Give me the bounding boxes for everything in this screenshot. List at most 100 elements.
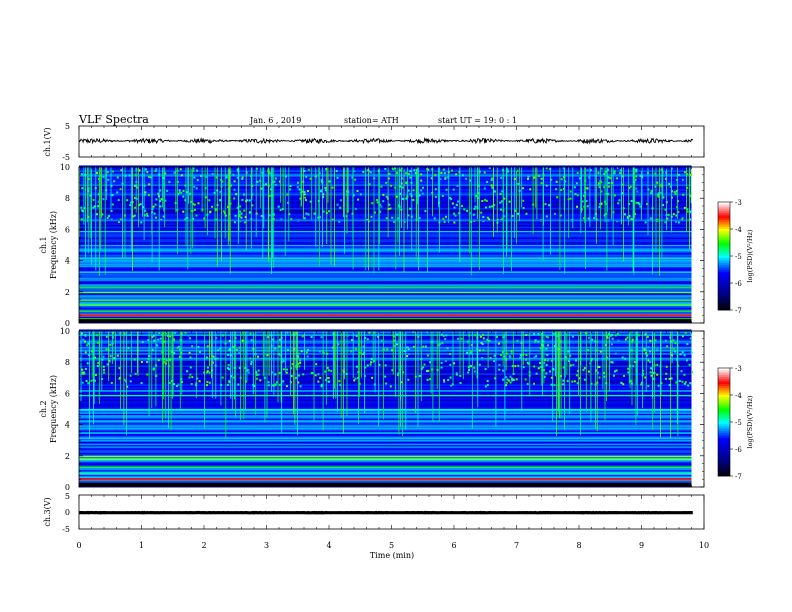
ch2-spec-speckle: [256, 377, 259, 380]
ch1-spec-speckle: [286, 193, 289, 196]
ch1-spec-speckle: [689, 218, 691, 221]
ch2-spec-speckle: [290, 367, 293, 370]
ch1-spec-speckle: [607, 176, 610, 179]
ch1-spec-speckle: [328, 210, 331, 213]
ch1-spec-speckle: [182, 190, 185, 192]
ch2-spec-speckle: [418, 375, 421, 377]
ch2-spec-speckle: [562, 366, 565, 369]
ch2-colorbar-segment: [718, 405, 730, 408]
ch2-spec-speckle: [189, 366, 192, 369]
ch2-spec-speckle: [298, 365, 301, 368]
ch2-spec-speckle: [278, 345, 281, 348]
ch1-spec-speckle: [233, 221, 236, 224]
ch1-spec-speckle: [113, 180, 116, 183]
ch1-spec-speckle: [451, 169, 453, 172]
ch1-spec-speckle: [236, 206, 239, 209]
ch1-spec-speckle: [106, 216, 109, 219]
ch1-colorbar-segment: [718, 221, 730, 224]
ch1-spec-speckle: [490, 178, 493, 181]
ch1-spec-speckle: [613, 170, 616, 173]
ch1-colorbar-segment: [718, 274, 730, 277]
ch2-spec-speckle: [498, 363, 501, 366]
ch1-colorbar-segment: [718, 257, 730, 260]
ch1-spec-speckle: [111, 194, 114, 196]
ch1-spec-noise-row: [79, 276, 692, 279]
ch1-spec-speckle: [279, 209, 282, 211]
ch1-spec-speckle: [214, 209, 217, 212]
ch2-spec-speckle: [378, 363, 381, 366]
ch2-colorbar-segment: [718, 384, 730, 387]
ch1-spec-speckle: [389, 207, 392, 210]
ch2-spec-noise-row: [79, 476, 692, 478]
ch1-spec-speckle: [325, 168, 328, 171]
ch1-spec-speckle: [616, 167, 619, 169]
ch2-spec-speckle: [102, 355, 105, 358]
ch1-spec-speckle: [87, 178, 90, 181]
ch1-spec-noise-row: [79, 196, 692, 199]
ch2-spec-speckle: [212, 361, 214, 364]
ch2-spec-speckle: [444, 338, 447, 340]
ch2-spec-speckle: [505, 384, 508, 387]
ch1-spec-noise-row: [79, 302, 692, 305]
ch1-spec-speckle: [483, 187, 486, 190]
ch1-spec-speckle: [126, 199, 129, 202]
ch2-spec-speckle: [683, 354, 686, 357]
ch1-spec-speckle: [139, 203, 142, 206]
ch1-spec-speckle: [674, 192, 677, 195]
ch2-spec-speckle: [286, 349, 289, 351]
ch1-spec-speckle: [388, 203, 391, 206]
ch2-colorbar-segment: [718, 395, 730, 398]
ch1-spec-speckle: [439, 178, 442, 181]
ch1-spec-speckle: [484, 198, 487, 201]
ch1-spec-speckle: [118, 221, 120, 223]
ch2-spec-speckle: [453, 362, 456, 365]
ch2-spec-speckle: [351, 339, 353, 341]
ch2-spec-speckle: [587, 349, 589, 352]
ch2-spec-ytick-label: 8: [65, 358, 70, 367]
ch2-spec-speckle: [108, 360, 111, 363]
ch2-spec-noise-row: [79, 413, 692, 416]
ch2-colorbar-segment: [718, 440, 730, 443]
ch2-colorbar-tick-label: -6: [735, 446, 742, 454]
ch2-spec-speckle: [642, 372, 645, 375]
ch2-spec-speckle: [455, 373, 458, 376]
ch2-spec-speckle: [460, 337, 463, 340]
ch1-spec-speckle: [668, 183, 671, 186]
ch1-spec-speckle: [222, 210, 225, 213]
ch2-spec-noise-row: [79, 435, 692, 438]
ch2-spec-speckle: [508, 379, 511, 382]
ch2-spec-speckle: [509, 381, 512, 384]
ch1-spec-speckle: [178, 191, 181, 194]
ch2-colorbar-segment: [718, 418, 730, 421]
ch1-spec-noise-row: [79, 188, 692, 191]
ch2-spec-ytick-label: 6: [65, 389, 70, 398]
ch1-spec-speckle: [672, 213, 675, 216]
ch2-spec-speckle: [519, 356, 522, 359]
ch2-spec-noise-row: [79, 463, 692, 466]
ch2-spec-speckle: [687, 384, 690, 387]
ch2-spec-speckle: [158, 331, 161, 334]
ch2-spec-speckle: [656, 363, 659, 366]
ch1-spec-speckle: [238, 213, 241, 216]
ch2-spec-speckle: [583, 378, 586, 381]
ch2-spec-speckle: [502, 378, 505, 381]
ch1-spec-speckle: [409, 176, 412, 179]
ch1-spec-ytick-label: 10: [60, 163, 70, 172]
ch1-spec-speckle: [420, 179, 423, 182]
ch1-spec-speckle: [180, 191, 183, 194]
ch2-spec-speckle: [526, 361, 529, 364]
ch2-spec-speckle: [469, 352, 472, 355]
ch2-spec-speckle: [214, 357, 217, 360]
ch2-spec-speckle: [430, 341, 433, 344]
ch1-spec-speckle: [409, 207, 412, 210]
ch2-spec-speckle: [279, 354, 282, 357]
ch1-spec-ytick-label: 8: [65, 194, 70, 203]
ch1-spec-speckle: [527, 175, 530, 178]
ch1-spec-speckle: [385, 181, 388, 184]
ch1-spec-speckle: [560, 178, 563, 181]
ch2-spec-speckle: [364, 375, 366, 377]
ch1-spec-speckle: [320, 178, 323, 181]
ch2-colorbar-segment: [718, 380, 730, 383]
ch1-spec-speckle: [219, 190, 222, 193]
ch2-spec-speckle: [393, 339, 396, 342]
